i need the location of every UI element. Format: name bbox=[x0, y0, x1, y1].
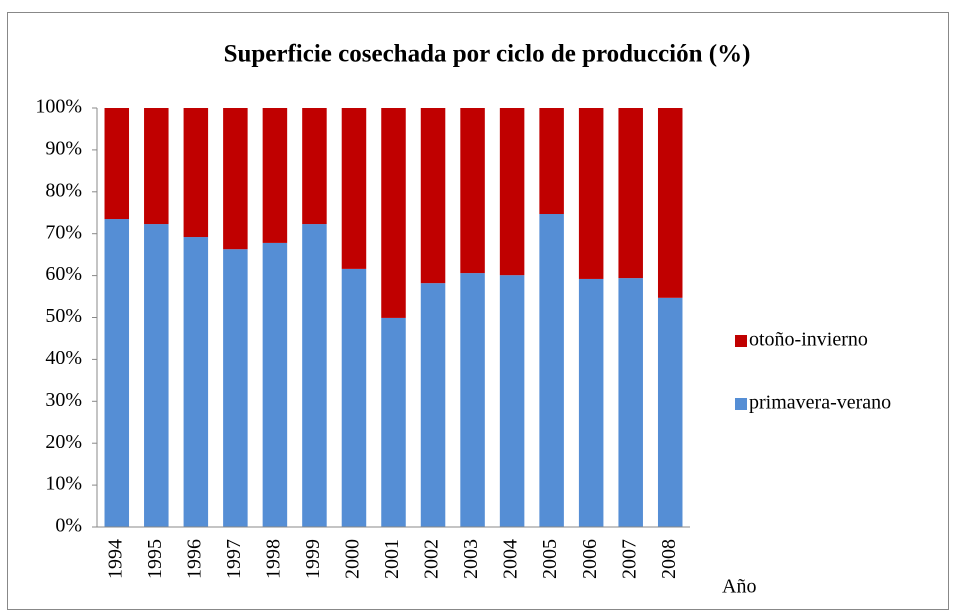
bar-segment bbox=[618, 278, 643, 527]
y-tick-label: 40% bbox=[45, 347, 82, 369]
bar-segment bbox=[223, 108, 248, 250]
y-tick-label: 30% bbox=[45, 389, 82, 411]
x-tick-label: 2008 bbox=[658, 539, 680, 579]
bar-segment bbox=[262, 242, 288, 527]
x-tick-label: 2007 bbox=[618, 539, 640, 579]
bar-segment bbox=[223, 249, 248, 527]
bar-segment bbox=[539, 214, 564, 527]
bar-segment bbox=[341, 268, 367, 527]
bar-segment bbox=[618, 108, 643, 279]
bar-segment bbox=[657, 297, 683, 527]
x-tick-label: 2004 bbox=[500, 539, 522, 579]
x-tick-label: 1996 bbox=[183, 539, 205, 579]
x-axis-label: Año bbox=[722, 576, 756, 598]
bar-segment bbox=[420, 108, 446, 284]
y-tick-label: 10% bbox=[45, 473, 82, 495]
bar-segment bbox=[420, 283, 446, 527]
y-tick-label: 60% bbox=[45, 263, 82, 285]
bar-segment bbox=[183, 108, 209, 238]
bar-segment bbox=[539, 108, 564, 215]
bar-segment bbox=[460, 108, 485, 274]
y-tick-label: 20% bbox=[45, 431, 82, 453]
bar-segment bbox=[381, 108, 406, 318]
x-tick-label: 2003 bbox=[460, 539, 482, 579]
bar-segment bbox=[302, 108, 327, 225]
x-tick-label: 1994 bbox=[104, 539, 126, 579]
legend-label: otoño-invierno bbox=[749, 329, 868, 351]
x-tick-label: 2006 bbox=[579, 539, 601, 579]
legend-label: primavera-verano bbox=[749, 392, 891, 414]
x-tick-label: 1995 bbox=[144, 539, 166, 579]
x-tick-label: 2001 bbox=[381, 539, 403, 579]
y-tick-label: 0% bbox=[55, 515, 82, 537]
bar-segment bbox=[460, 273, 485, 527]
bar-segment bbox=[104, 219, 130, 527]
bar-segment bbox=[302, 224, 327, 528]
bar-segment bbox=[104, 108, 130, 220]
legend-swatch bbox=[735, 398, 747, 410]
bar-segment bbox=[144, 224, 169, 528]
bar-segment bbox=[657, 108, 683, 298]
bar-segment bbox=[499, 108, 525, 276]
bar-segment bbox=[499, 275, 525, 527]
x-tick-label: 2005 bbox=[539, 539, 561, 579]
x-tick-label: 2002 bbox=[421, 539, 443, 579]
x-tick-label: 1999 bbox=[302, 539, 324, 579]
legend-swatch bbox=[735, 335, 747, 347]
y-tick-label: 90% bbox=[45, 137, 82, 159]
x-tick-label: 1997 bbox=[223, 539, 245, 579]
bar-segment bbox=[183, 237, 209, 527]
bar-segment bbox=[341, 108, 367, 269]
bar-segment bbox=[144, 108, 169, 225]
y-tick-label: 70% bbox=[45, 221, 82, 243]
y-tick-label: 50% bbox=[45, 305, 82, 327]
x-tick-label: 2000 bbox=[342, 539, 364, 579]
chart-title: Superficie cosechada por ciclo de produc… bbox=[224, 41, 751, 68]
x-tick-label: 1998 bbox=[262, 539, 284, 579]
y-tick-label: 100% bbox=[35, 96, 82, 118]
bar-segment bbox=[578, 278, 604, 527]
y-tick-label: 80% bbox=[45, 179, 82, 201]
bar-segment bbox=[381, 317, 406, 527]
bar-segment bbox=[578, 108, 604, 279]
bar-segment bbox=[262, 108, 288, 243]
